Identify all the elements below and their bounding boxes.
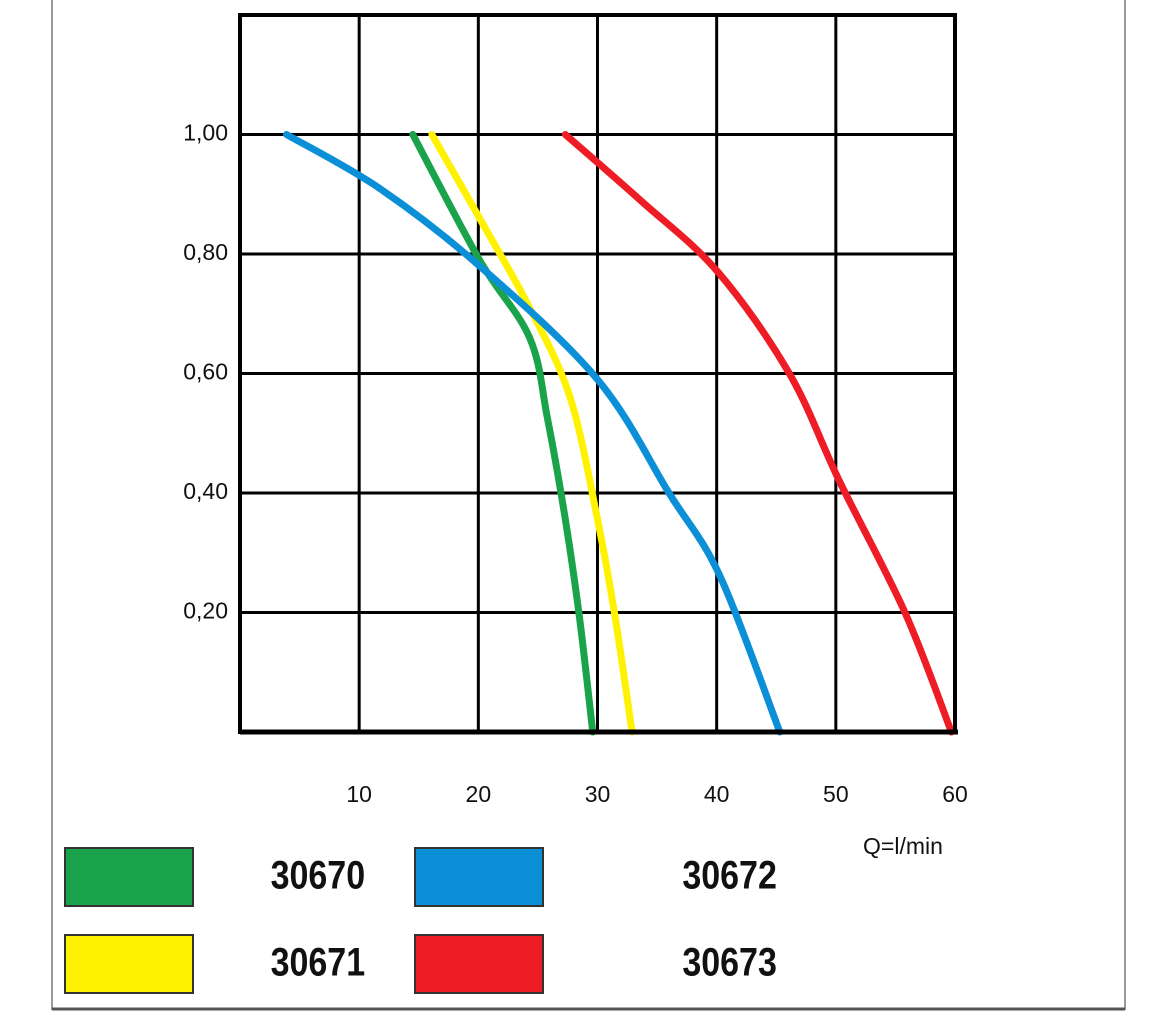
x-tick-label: 60 — [942, 781, 968, 807]
plot-lines — [282, 131, 955, 736]
series-line — [561, 131, 955, 736]
legend-swatch — [414, 847, 544, 907]
legend-swatch — [64, 934, 194, 994]
legend-swatch — [64, 847, 194, 907]
x-tick-label: 20 — [466, 781, 492, 807]
y-tick-label: 1,00 — [183, 120, 228, 146]
x-tick-label: 10 — [346, 781, 372, 807]
y-tick-label: 0,20 — [183, 598, 228, 624]
legend-label: 30672 — [682, 852, 777, 897]
series-line — [409, 131, 597, 736]
series-line — [428, 131, 636, 736]
x-tick-label: 50 — [823, 781, 849, 807]
x-tick-label: 40 — [704, 781, 730, 807]
y-tick-label: 0,80 — [183, 239, 228, 265]
x-tick-label: 30 — [585, 781, 611, 807]
series-line — [282, 131, 784, 736]
y-tick-label: 0,60 — [183, 359, 228, 385]
grid — [240, 15, 957, 732]
legend: 30670 30671 30672 30673 — [64, 847, 777, 994]
legend-label: 30670 — [271, 852, 366, 897]
legend-swatch — [414, 934, 544, 994]
legend-label: 30671 — [271, 939, 366, 984]
legend-label: 30673 — [682, 939, 777, 984]
x-axis-label: Q=l/min — [863, 833, 943, 859]
y-tick-label: 0,40 — [183, 478, 228, 504]
